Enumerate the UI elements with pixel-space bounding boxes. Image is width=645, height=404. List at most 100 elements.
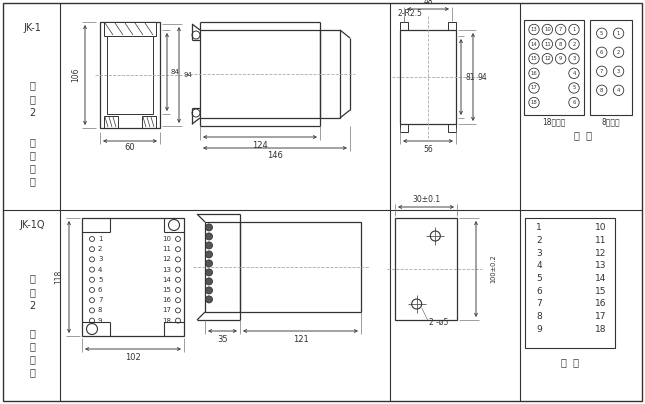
Text: JK-1Q: JK-1Q — [19, 220, 45, 230]
Text: 2: 2 — [536, 236, 542, 245]
Text: 前: 前 — [29, 341, 35, 351]
Text: 2: 2 — [617, 50, 620, 55]
Bar — [200, 30, 320, 118]
Text: 附: 附 — [29, 80, 35, 90]
Text: 板: 板 — [29, 328, 35, 338]
Bar — [320, 30, 340, 118]
Text: 4: 4 — [98, 267, 103, 273]
Text: 附: 附 — [29, 273, 35, 283]
Text: 1: 1 — [617, 31, 620, 36]
Text: 3: 3 — [617, 69, 620, 74]
Text: 15: 15 — [531, 56, 537, 61]
Text: 8: 8 — [559, 42, 562, 46]
Text: 后: 后 — [29, 150, 35, 160]
Text: 图: 图 — [29, 287, 35, 297]
Text: 正  视: 正 视 — [561, 357, 579, 367]
Text: 接: 接 — [29, 163, 35, 173]
Text: 17: 17 — [162, 307, 171, 314]
Text: 6: 6 — [98, 287, 103, 293]
Text: 10: 10 — [544, 27, 551, 32]
Text: 2: 2 — [29, 108, 35, 118]
Text: 106: 106 — [72, 68, 81, 82]
Bar — [104, 22, 156, 36]
Text: 8: 8 — [98, 307, 103, 314]
Text: 8点端子: 8点端子 — [602, 118, 620, 126]
Text: 16: 16 — [531, 71, 537, 76]
Text: 18: 18 — [595, 325, 607, 334]
Text: 60: 60 — [124, 143, 135, 152]
Bar — [104, 116, 118, 128]
Bar — [400, 30, 456, 124]
Text: 4: 4 — [572, 71, 576, 76]
Bar — [100, 22, 160, 128]
Text: 121: 121 — [293, 335, 308, 343]
Text: 5: 5 — [600, 31, 604, 36]
Circle shape — [206, 278, 212, 285]
Text: 2: 2 — [572, 42, 576, 46]
Text: 56: 56 — [423, 145, 433, 154]
Text: 17: 17 — [531, 86, 537, 90]
Text: 11: 11 — [595, 236, 607, 245]
Text: 18: 18 — [531, 100, 537, 105]
Text: 84: 84 — [170, 69, 179, 75]
Text: 12: 12 — [162, 257, 171, 263]
Bar — [524, 20, 584, 115]
Text: 1: 1 — [572, 27, 576, 32]
Text: 100±0.2: 100±0.2 — [490, 255, 496, 283]
Text: 线: 线 — [29, 176, 35, 186]
Bar — [205, 222, 240, 312]
Text: 8: 8 — [600, 88, 604, 93]
Text: 8: 8 — [536, 312, 542, 321]
Text: 2-R2.5: 2-R2.5 — [398, 10, 423, 19]
Bar — [240, 222, 361, 312]
Text: 6: 6 — [600, 50, 604, 55]
Text: 16: 16 — [595, 299, 607, 309]
Text: 17: 17 — [595, 312, 607, 321]
Text: 接: 接 — [29, 354, 35, 364]
Text: 5: 5 — [98, 277, 103, 283]
Text: 5: 5 — [572, 86, 576, 90]
Text: 6: 6 — [536, 287, 542, 296]
Text: 2: 2 — [98, 246, 103, 252]
Bar — [82, 218, 184, 336]
Text: 1: 1 — [98, 236, 103, 242]
Text: JK-1: JK-1 — [23, 23, 41, 33]
Text: 13: 13 — [595, 261, 607, 271]
Text: 9: 9 — [559, 56, 562, 61]
Text: 4: 4 — [536, 261, 542, 271]
Text: 7: 7 — [98, 297, 103, 303]
Text: 13: 13 — [162, 267, 171, 273]
Text: 1: 1 — [536, 223, 542, 232]
Text: 10: 10 — [595, 223, 607, 232]
Text: 15: 15 — [162, 287, 171, 293]
Text: 7: 7 — [536, 299, 542, 309]
Text: 48: 48 — [423, 0, 433, 6]
Text: 9: 9 — [536, 325, 542, 334]
Text: 118: 118 — [54, 270, 63, 284]
Bar — [107, 30, 153, 114]
Text: 16: 16 — [162, 297, 171, 303]
Text: 102: 102 — [125, 353, 141, 362]
Text: 94: 94 — [184, 72, 192, 78]
Text: 14: 14 — [595, 274, 607, 283]
Text: 35: 35 — [217, 335, 228, 343]
Text: 9: 9 — [98, 318, 103, 324]
Text: 30±0.1: 30±0.1 — [412, 194, 440, 204]
Bar — [400, 124, 408, 132]
Bar — [400, 22, 408, 30]
Text: 线: 线 — [29, 367, 35, 377]
Text: 94: 94 — [477, 72, 487, 82]
Circle shape — [206, 251, 212, 258]
Text: 6: 6 — [572, 100, 576, 105]
Text: 2: 2 — [29, 301, 35, 311]
Text: 14: 14 — [531, 42, 537, 46]
Text: 11: 11 — [544, 42, 551, 46]
Text: 11: 11 — [162, 246, 171, 252]
Text: 18: 18 — [162, 318, 171, 324]
Circle shape — [206, 260, 212, 267]
Bar — [590, 20, 632, 115]
Text: 图: 图 — [29, 94, 35, 104]
Text: 15: 15 — [595, 287, 607, 296]
Circle shape — [206, 287, 212, 294]
Text: 5: 5 — [536, 274, 542, 283]
